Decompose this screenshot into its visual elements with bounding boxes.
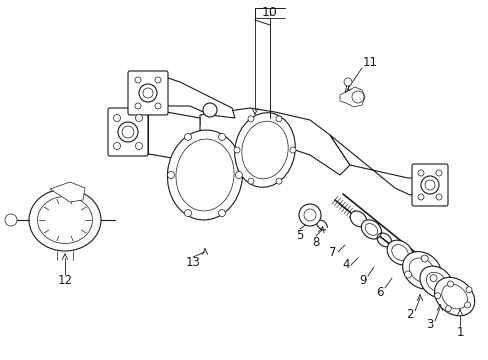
Ellipse shape	[176, 139, 234, 211]
Circle shape	[404, 271, 411, 278]
Circle shape	[118, 122, 138, 142]
Ellipse shape	[419, 266, 452, 298]
Ellipse shape	[167, 130, 242, 220]
Polygon shape	[50, 182, 85, 202]
Circle shape	[135, 103, 141, 109]
Ellipse shape	[365, 224, 377, 235]
Polygon shape	[154, 78, 235, 118]
Circle shape	[464, 302, 469, 308]
Circle shape	[218, 210, 225, 217]
Ellipse shape	[408, 258, 434, 283]
Ellipse shape	[426, 272, 446, 292]
FancyBboxPatch shape	[128, 71, 168, 115]
Circle shape	[184, 134, 191, 140]
Circle shape	[304, 209, 315, 221]
Text: 1: 1	[455, 325, 463, 338]
Ellipse shape	[349, 211, 366, 227]
Ellipse shape	[434, 277, 474, 316]
Circle shape	[447, 281, 452, 287]
Circle shape	[298, 204, 320, 226]
Ellipse shape	[361, 220, 381, 239]
Ellipse shape	[38, 197, 92, 243]
Ellipse shape	[391, 244, 407, 260]
Text: 5: 5	[296, 229, 303, 242]
FancyBboxPatch shape	[108, 108, 148, 156]
Circle shape	[417, 194, 423, 200]
Circle shape	[275, 178, 282, 184]
Ellipse shape	[386, 240, 412, 265]
Text: 2: 2	[406, 309, 413, 321]
Text: 11: 11	[362, 55, 377, 68]
Circle shape	[434, 293, 440, 299]
Text: 13: 13	[185, 256, 200, 270]
Text: 7: 7	[328, 246, 336, 258]
Circle shape	[424, 180, 434, 190]
Circle shape	[417, 170, 423, 176]
Polygon shape	[142, 110, 200, 163]
Circle shape	[435, 170, 441, 176]
Circle shape	[139, 84, 157, 102]
Text: 6: 6	[375, 285, 383, 298]
Ellipse shape	[402, 252, 441, 289]
Circle shape	[247, 178, 253, 184]
Ellipse shape	[234, 113, 295, 187]
Polygon shape	[329, 135, 419, 195]
Circle shape	[203, 103, 217, 117]
Ellipse shape	[29, 189, 101, 251]
Circle shape	[351, 91, 363, 103]
Circle shape	[167, 171, 174, 179]
FancyBboxPatch shape	[411, 164, 447, 206]
Circle shape	[113, 143, 120, 149]
Circle shape	[122, 126, 134, 138]
Text: 10: 10	[262, 5, 277, 18]
Circle shape	[135, 143, 142, 149]
Circle shape	[218, 134, 225, 140]
Circle shape	[247, 116, 253, 122]
Text: 12: 12	[58, 274, 72, 287]
Circle shape	[184, 210, 191, 217]
Text: 4: 4	[342, 258, 349, 271]
Text: 8: 8	[312, 235, 319, 248]
Circle shape	[155, 103, 161, 109]
Circle shape	[465, 287, 471, 293]
Circle shape	[135, 114, 142, 122]
Circle shape	[113, 114, 120, 122]
Circle shape	[155, 77, 161, 83]
Text: 9: 9	[359, 274, 366, 287]
Circle shape	[444, 306, 450, 312]
Text: 3: 3	[426, 319, 433, 332]
Circle shape	[135, 77, 141, 83]
Ellipse shape	[241, 121, 287, 179]
Circle shape	[142, 88, 153, 98]
Circle shape	[5, 214, 17, 226]
Polygon shape	[339, 87, 364, 107]
Circle shape	[234, 147, 240, 153]
Circle shape	[289, 147, 295, 153]
Circle shape	[235, 171, 242, 179]
Circle shape	[429, 275, 436, 282]
Circle shape	[420, 176, 438, 194]
Circle shape	[275, 116, 282, 122]
Circle shape	[343, 78, 351, 86]
Polygon shape	[195, 108, 349, 175]
Circle shape	[435, 194, 441, 200]
Circle shape	[420, 255, 427, 262]
Ellipse shape	[441, 284, 467, 309]
